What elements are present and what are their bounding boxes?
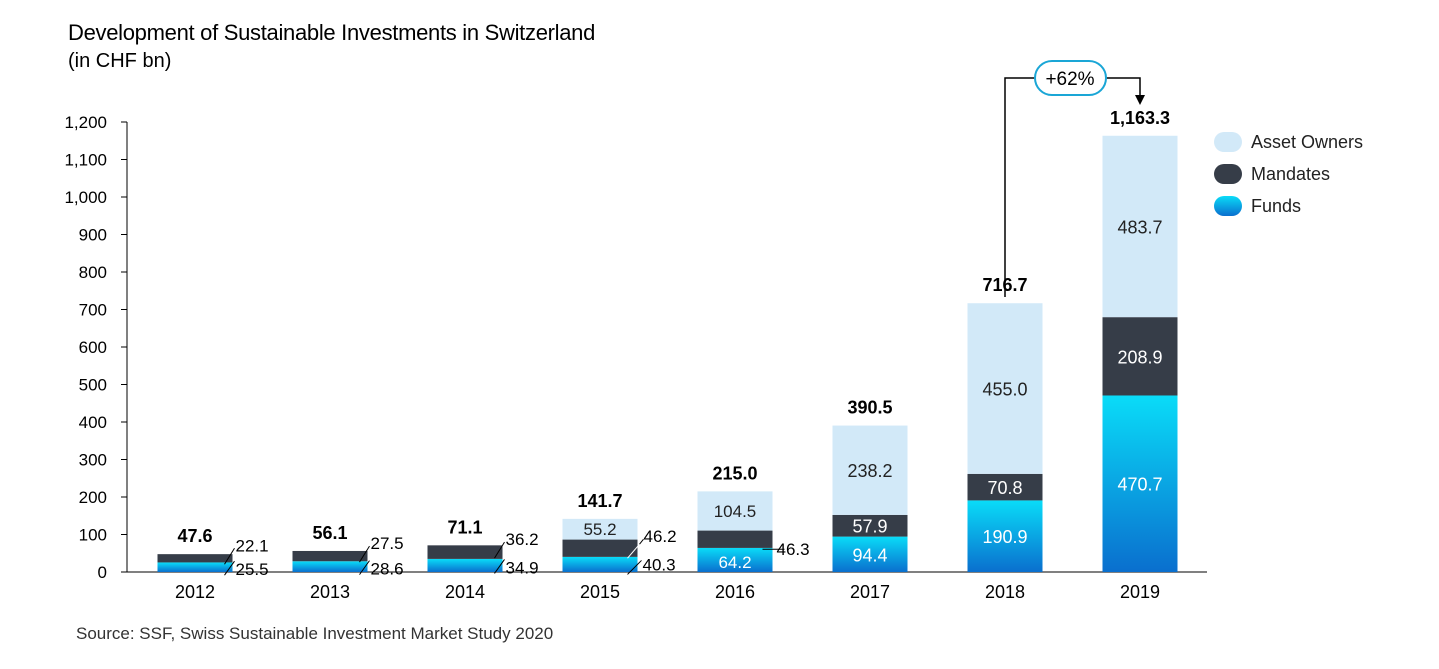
chart-subtitle: (in CHF bn) (68, 50, 172, 72)
legend-swatch-mandates (1214, 164, 1242, 184)
value-label-funds-2013: 28.6 (371, 560, 404, 579)
value-label-funds-2012: 25.5 (236, 560, 269, 579)
leader-line (639, 538, 644, 545)
y-tick-label: 900 (79, 226, 107, 245)
total-label-2017: 390.5 (847, 398, 892, 418)
bar-mandates-2014 (427, 545, 503, 559)
bar-funds-2012 (157, 562, 233, 572)
leader-line (359, 560, 370, 575)
x-tick-label: 2018 (985, 582, 1025, 602)
value-label-funds-2017: 94.4 (852, 545, 887, 565)
legend-label: Funds (1251, 196, 1301, 216)
value-label-asset-owners-2018: 455.0 (982, 380, 1027, 400)
y-tick-label: 500 (79, 376, 107, 395)
value-label-funds-2015: 40.3 (643, 555, 676, 574)
value-label-asset-owners-2017: 238.2 (847, 461, 892, 481)
value-label-funds-2014: 34.9 (506, 558, 539, 577)
bar-funds-2018 (967, 500, 1043, 572)
value-label-mandates-2015: 46.2 (644, 527, 677, 546)
value-label-funds-2019: 470.7 (1117, 475, 1162, 495)
total-label-2012: 47.6 (177, 526, 212, 546)
value-label-funds-2016: 64.2 (718, 553, 751, 572)
bar-funds-2013 (292, 561, 368, 572)
value-label-mandates-2014: 36.2 (506, 530, 539, 549)
bar-asset-owners-2018 (967, 303, 1043, 474)
total-label-2019: 1,163.3 (1110, 108, 1170, 128)
y-tick-label: 700 (79, 301, 107, 320)
leader-line (494, 541, 505, 559)
y-tick-label: 600 (79, 338, 107, 357)
source-note: Source: SSF, Swiss Sustainable Investmen… (76, 624, 554, 643)
total-label-2016: 215.0 (712, 463, 757, 483)
x-tick-label: 2012 (175, 582, 215, 602)
growth-badge (1034, 60, 1107, 96)
leader-line (494, 559, 505, 574)
bar-mandates-2017 (832, 514, 908, 537)
y-tick-label: 800 (79, 263, 107, 282)
value-label-mandates-2013: 27.5 (371, 534, 404, 553)
value-label-mandates-2012: 22.1 (236, 536, 269, 555)
growth-label: +62% (1045, 69, 1094, 90)
x-tick-label: 2016 (715, 582, 755, 602)
x-tick-label: 2014 (445, 582, 485, 602)
bar-mandates-2016 (697, 530, 773, 548)
x-tick-label: 2019 (1120, 582, 1160, 602)
value-label-asset-owners-2016: 104.5 (714, 502, 757, 521)
legend-label: Mandates (1251, 164, 1330, 184)
y-tick-label: 1,100 (64, 151, 107, 170)
value-label-mandates-2018: 70.8 (987, 478, 1022, 498)
legend-swatch-asset-owners (1214, 132, 1242, 152)
bar-funds-2017 (832, 536, 908, 572)
legend-swatch-funds (1214, 196, 1242, 216)
bar-mandates-2018 (967, 473, 1043, 501)
y-tick-label: 300 (79, 451, 107, 470)
y-tick-label: 200 (79, 488, 107, 507)
value-label-mandates-2017: 57.9 (852, 517, 887, 537)
total-label-2015: 141.7 (577, 491, 622, 511)
legend-label: Asset Owners (1251, 132, 1363, 152)
value-label-asset-owners-2019: 483.7 (1117, 217, 1162, 237)
value-label-funds-2018: 190.9 (982, 527, 1027, 547)
value-label-mandates-2019: 208.9 (1117, 347, 1162, 367)
y-tick-label: 100 (79, 526, 107, 545)
bar-funds-2016 (697, 547, 773, 572)
leader-line (359, 545, 370, 563)
bar-asset-owners-2016 (697, 491, 773, 531)
bar-asset-owners-2015 (562, 518, 638, 540)
bar-mandates-2013 (292, 550, 368, 562)
leader-line (224, 560, 235, 576)
chart-title: Development of Sustainable Investments i… (68, 20, 596, 45)
bar-funds-2019 (1102, 395, 1178, 572)
value-label-asset-owners-2015: 55.2 (583, 520, 616, 539)
leader-line (627, 543, 640, 559)
total-label-2014: 71.1 (447, 517, 482, 537)
y-tick-label: 1,000 (64, 188, 107, 207)
x-tick-label: 2015 (580, 582, 620, 602)
x-tick-label: 2013 (310, 582, 350, 602)
bar-mandates-2019 (1102, 317, 1178, 396)
bar-funds-2014 (427, 558, 503, 572)
bar-asset-owners-2019 (1102, 135, 1178, 318)
y-tick-label: 0 (98, 563, 107, 582)
bar-mandates-2015 (562, 539, 638, 557)
y-tick-label: 400 (79, 413, 107, 432)
y-tick-label: 1,200 (64, 113, 107, 132)
value-label-mandates-2016: 46.3 (777, 540, 810, 559)
bar-asset-owners-2017 (832, 425, 908, 515)
bar-funds-2015 (562, 556, 638, 572)
x-tick-label: 2017 (850, 582, 890, 602)
leader-line (224, 548, 235, 565)
leader-line (627, 560, 642, 575)
bar-mandates-2012 (157, 554, 233, 563)
total-label-2013: 56.1 (312, 523, 347, 543)
